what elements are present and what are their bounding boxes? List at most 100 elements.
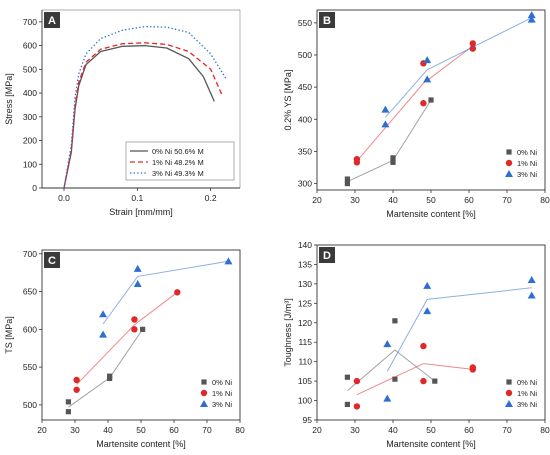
legend-label: 3% Ni (517, 400, 537, 409)
y-tick-label: 600 (23, 41, 37, 51)
y-tick-label: 600 (23, 324, 37, 334)
x-tick-label: 0.2 (205, 193, 217, 203)
x-tick-label: 60 (169, 425, 179, 435)
legend: 0% Ni 1% Ni 3% Ni (505, 378, 537, 409)
marker-circle (174, 289, 181, 296)
legend-label: 3% Ni (517, 170, 537, 179)
x-tick-label: 40 (103, 425, 113, 435)
marker-triangle (505, 400, 513, 407)
x-tick-label: 20 (312, 425, 322, 435)
y-tick-label: 350 (298, 146, 312, 156)
panel-badge (319, 12, 335, 28)
y-tick-label: 400 (23, 88, 37, 98)
x-axis-label: Strain [mm/mm] (109, 207, 173, 217)
trend-line-2 (386, 287, 532, 372)
x-tick-label: 20 (37, 425, 47, 435)
panel-letter: B (323, 15, 331, 27)
marker-triangle (133, 280, 142, 287)
panel-badge (44, 252, 60, 268)
marker-triangle (423, 281, 432, 289)
y-tick-label: 95 (303, 415, 313, 425)
y-tick-label: 700 (23, 17, 37, 27)
marker-circle (131, 316, 138, 323)
marker-square (432, 378, 438, 384)
y-tick-label: 0 (32, 183, 37, 193)
trend-line-1 (356, 363, 473, 396)
x-tick-label: 30 (350, 425, 360, 435)
panel-b: 20 30 40 50 60 70 80 300 350 400 450 500 550 Martensi… (283, 9, 550, 219)
marker-triangle (383, 340, 392, 348)
y-tick-label: 110 (298, 357, 312, 367)
trend-line-0 (347, 349, 436, 392)
marker-triangle (505, 170, 513, 177)
y-tick-label: 200 (23, 136, 37, 146)
y-tick-label: 130 (298, 279, 312, 289)
panel-letter: A (48, 15, 56, 27)
marker-circle (420, 342, 427, 350)
x-tick-label: 80 (540, 425, 550, 435)
x-tick-label: 70 (502, 195, 512, 205)
x-tick-label: 40 (388, 425, 398, 435)
y-tick-label: 120 (298, 318, 312, 328)
marker-triangle (200, 400, 208, 407)
x-tick-label: 80 (235, 425, 245, 435)
panel-c: 20 30 40 50 60 70 80 500 550 600 650 700 Martensite … (4, 249, 245, 449)
marker-square (65, 409, 71, 415)
trend-line-0 (347, 99, 432, 183)
panel-d: 20 30 40 50 60 70 80 95 100 105 110 115 120 125 130 135… (283, 240, 550, 449)
y-axis-label: TS [MPa] (4, 316, 14, 354)
x-tick-label: 20 (312, 195, 322, 205)
legend: 0% Ni 1% Ni 3% Ni (200, 378, 232, 409)
x-tick-label: 40 (388, 195, 398, 205)
trend-line-1 (356, 45, 474, 162)
series-line-2 (63, 25, 228, 189)
marker-triangle (423, 307, 432, 315)
panel-badge (319, 247, 335, 263)
panel-letter: C (48, 255, 56, 267)
legend-label: 3% Ni (212, 400, 232, 409)
y-tick-label: 135 (298, 259, 312, 269)
y-tick-label: 500 (23, 400, 37, 410)
x-tick-label: 60 (464, 425, 474, 435)
x-tick-label: 60 (464, 195, 474, 205)
legend-label: 0% Ni (517, 148, 537, 157)
marker-circle (469, 45, 476, 52)
y-axis-label: Stress [MPa] (4, 73, 14, 125)
x-tick-label: 70 (502, 425, 512, 435)
legend-label: 1% Ni (212, 389, 232, 398)
marker-square (344, 176, 350, 182)
x-tick-label: 70 (202, 425, 212, 435)
marker-circle (420, 377, 427, 385)
x-tick-label: 50 (136, 425, 146, 435)
marker-circle (200, 389, 208, 397)
marker-square (506, 149, 512, 155)
marker-circle (469, 364, 476, 371)
marker-circle (505, 159, 513, 167)
x-tick-label: 30 (70, 425, 80, 435)
marker-triangle (527, 276, 536, 283)
y-tick-label: 550 (298, 18, 312, 28)
marker-triangle (527, 291, 536, 299)
panel-a: 0.0 0.1 0.2 0 100 200 300 400 500 600 700 Strain [m… (4, 9, 241, 217)
y-tick-label: 700 (23, 249, 37, 259)
x-tick-label: 50 (426, 425, 436, 435)
marker-triangle (527, 15, 536, 23)
legend-label: 0% Ni (517, 378, 537, 387)
x-axis-label: Martensite content [%] (386, 439, 476, 449)
legend-label: 1% Ni (517, 159, 537, 168)
marker-triangle (99, 330, 108, 338)
panel-letter: D (323, 250, 331, 262)
marker-circle (73, 386, 80, 393)
y-tick-label: 115 (298, 337, 312, 347)
marker-circle (353, 155, 361, 163)
marker-triangle (527, 11, 536, 19)
x-tick-label: 0.0 (58, 193, 70, 203)
x-tick-label: 80 (540, 195, 550, 205)
x-tick-label: 50 (426, 195, 436, 205)
marker-square (201, 379, 207, 385)
marker-square (65, 399, 71, 405)
legend-box (125, 141, 235, 181)
marker-square (392, 318, 398, 324)
marker-circle (420, 100, 427, 107)
legend-label: 0% Ni (212, 378, 232, 387)
